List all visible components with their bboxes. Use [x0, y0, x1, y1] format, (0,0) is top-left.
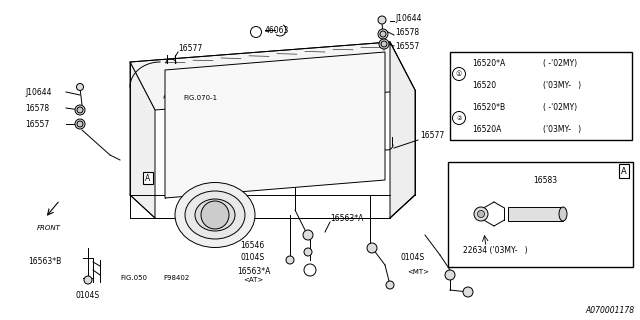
- Circle shape: [77, 107, 83, 113]
- Text: ( -'02MY): ( -'02MY): [543, 102, 577, 111]
- Bar: [450, 52, 632, 140]
- Polygon shape: [130, 62, 155, 218]
- Text: A070001178: A070001178: [586, 306, 635, 315]
- Polygon shape: [390, 42, 415, 218]
- Circle shape: [378, 16, 386, 24]
- Text: 16563*A: 16563*A: [237, 267, 270, 276]
- Circle shape: [250, 27, 262, 37]
- Circle shape: [84, 276, 92, 284]
- Text: 16563*A: 16563*A: [330, 213, 364, 222]
- Circle shape: [463, 287, 473, 297]
- Circle shape: [304, 264, 316, 276]
- Text: <AT>: <AT>: [243, 277, 263, 283]
- Ellipse shape: [185, 191, 245, 239]
- Text: ①: ①: [456, 71, 462, 77]
- Text: <MT>: <MT>: [407, 269, 429, 275]
- Text: ①: ①: [253, 29, 259, 35]
- Text: 16520*A: 16520*A: [472, 59, 505, 68]
- Circle shape: [445, 270, 455, 280]
- Text: J10644: J10644: [395, 13, 422, 22]
- Bar: [448, 162, 633, 267]
- Text: 0104S: 0104S: [75, 291, 99, 300]
- Text: 16520*B: 16520*B: [472, 102, 505, 111]
- Circle shape: [452, 68, 465, 81]
- Circle shape: [386, 281, 394, 289]
- Text: J10644: J10644: [25, 87, 51, 97]
- Text: F98402: F98402: [163, 275, 189, 281]
- Text: ( -'02MY): ( -'02MY): [543, 59, 577, 68]
- Text: ('03MY-   ): ('03MY- ): [543, 124, 581, 133]
- Text: 0104S: 0104S: [400, 253, 424, 262]
- Text: 16578: 16578: [25, 103, 49, 113]
- Circle shape: [477, 211, 484, 218]
- Text: ②: ②: [456, 116, 462, 121]
- Text: FRONT: FRONT: [37, 225, 61, 231]
- Circle shape: [367, 243, 377, 253]
- Circle shape: [380, 31, 386, 37]
- Circle shape: [75, 105, 85, 115]
- Circle shape: [381, 41, 387, 47]
- Ellipse shape: [175, 182, 255, 247]
- Text: 46063: 46063: [265, 26, 289, 35]
- Text: 16578: 16578: [395, 28, 419, 36]
- Ellipse shape: [559, 207, 567, 221]
- Circle shape: [75, 119, 85, 129]
- Text: 16520A: 16520A: [472, 124, 501, 133]
- Text: 16577: 16577: [178, 44, 202, 52]
- Text: 0104S: 0104S: [240, 253, 264, 262]
- Circle shape: [201, 201, 229, 229]
- Text: 16563*B: 16563*B: [28, 258, 61, 267]
- Text: A: A: [145, 173, 150, 182]
- Text: ('03MY-   ): ('03MY- ): [543, 81, 581, 90]
- Circle shape: [77, 121, 83, 127]
- Text: 16546: 16546: [240, 241, 264, 250]
- Circle shape: [286, 256, 294, 264]
- Circle shape: [452, 111, 465, 124]
- Circle shape: [379, 39, 389, 49]
- Text: FIG.070-1: FIG.070-1: [183, 95, 217, 101]
- Circle shape: [77, 84, 83, 91]
- Polygon shape: [165, 52, 385, 198]
- Text: 16557: 16557: [25, 119, 49, 129]
- Circle shape: [474, 207, 488, 221]
- Text: FIG.050: FIG.050: [120, 275, 147, 281]
- Text: 16557: 16557: [395, 42, 419, 51]
- Circle shape: [303, 230, 313, 240]
- Text: 22634 ('03MY-   ): 22634 ('03MY- ): [463, 245, 527, 254]
- Text: A: A: [621, 166, 627, 175]
- Ellipse shape: [195, 199, 235, 231]
- Polygon shape: [508, 207, 563, 221]
- Text: 16520: 16520: [472, 81, 496, 90]
- Text: 16583: 16583: [533, 175, 557, 185]
- Polygon shape: [130, 42, 415, 110]
- Text: 16577: 16577: [420, 131, 444, 140]
- Circle shape: [304, 248, 312, 256]
- Circle shape: [378, 29, 388, 39]
- Text: ②: ②: [305, 267, 311, 273]
